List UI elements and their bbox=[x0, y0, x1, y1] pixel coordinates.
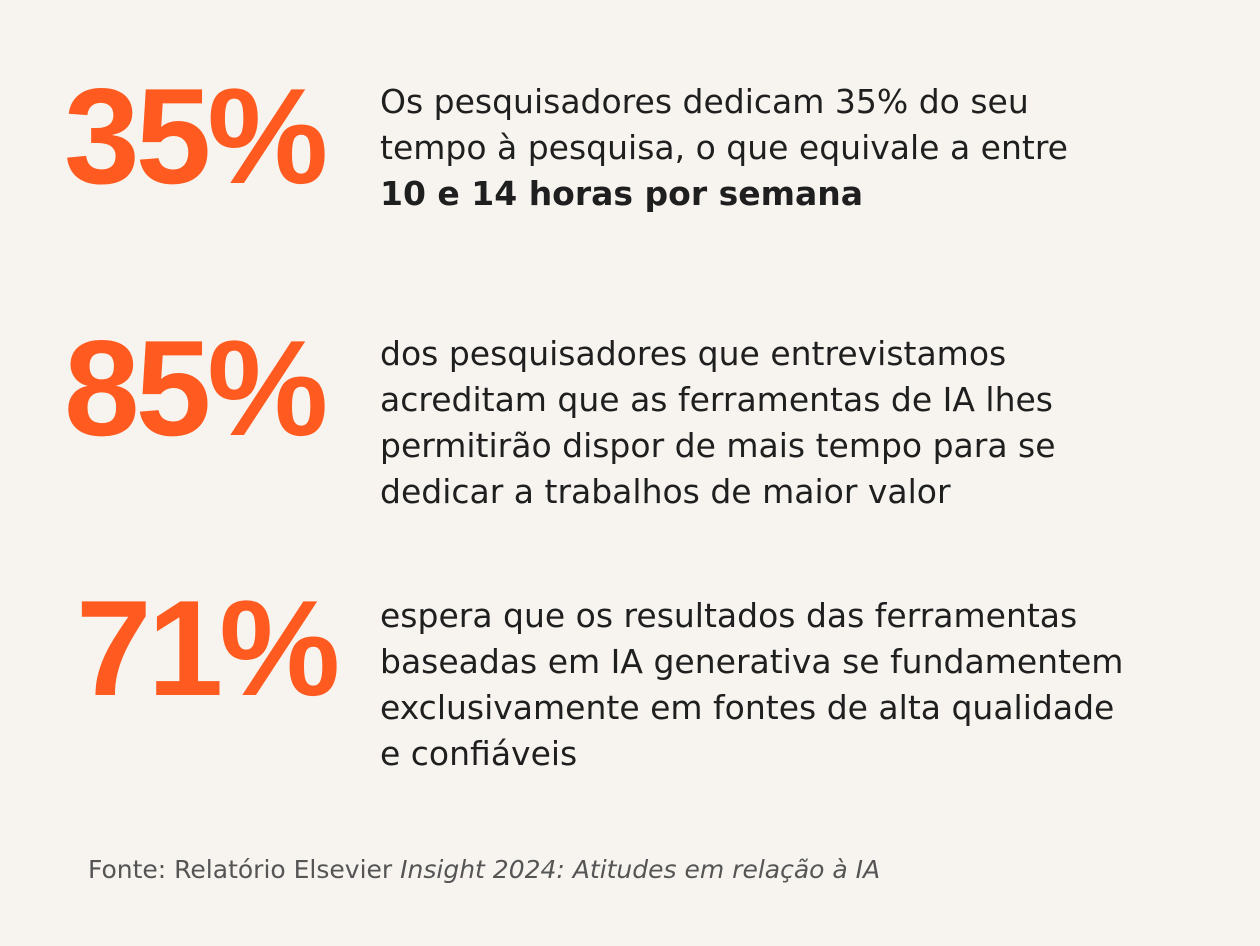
description-line: Os pesquisadores dedicam 35% do seu bbox=[380, 82, 1029, 121]
description-highlight: 10 e 14 horas por semana bbox=[380, 174, 864, 213]
description-line: dedicar a trabalhos de maior valor bbox=[380, 472, 951, 511]
description-line: espera que os resultados das ferramentas bbox=[380, 596, 1078, 635]
description-line: permitirão dispor de mais tempo para se bbox=[380, 426, 1056, 465]
description-line: baseadas em IA generativa se fundamentem bbox=[380, 642, 1124, 681]
stat-description: espera que os resultados das ferramentas… bbox=[380, 593, 1180, 777]
stat-value: 71% bbox=[76, 572, 340, 724]
description-line: acreditam que as ferramentas de IA lhes bbox=[380, 380, 1054, 419]
stat-description: Os pesquisadores dedicam 35% do seu temp… bbox=[380, 79, 1180, 217]
source-prefix: Fonte: Relatório Elsevier bbox=[88, 855, 401, 884]
description-line: e confiáveis bbox=[380, 734, 578, 773]
source-citation: Fonte: Relatório Elsevier Insight 2024: … bbox=[88, 855, 880, 884]
stat-description: dos pesquisadores que entrevistamos acre… bbox=[380, 331, 1180, 515]
description-line: tempo à pesquisa, o que equivale a entre bbox=[380, 128, 1068, 167]
description-line: dos pesquisadores que entrevistamos bbox=[380, 334, 1007, 373]
description-line: exclusivamente em fontes de alta qualida… bbox=[380, 688, 1115, 727]
stat-value: 35% bbox=[64, 60, 328, 212]
source-title: Insight 2024: Atitudes em relação à IA bbox=[400, 855, 881, 884]
stat-value: 85% bbox=[64, 312, 328, 464]
